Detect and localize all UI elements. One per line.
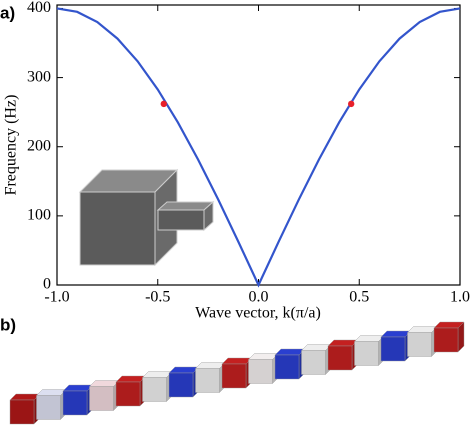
cube-front bbox=[195, 368, 220, 393]
cube-front bbox=[248, 359, 273, 384]
cube-front bbox=[36, 395, 61, 420]
cube-front bbox=[301, 350, 326, 375]
cube-front bbox=[115, 381, 141, 407]
cube-front bbox=[380, 336, 406, 362]
x-tick-label: 0.5 bbox=[349, 289, 369, 306]
x-tick-label: 0.0 bbox=[249, 289, 269, 306]
x-axis-label: Wave vector, k(π/a) bbox=[195, 305, 321, 322]
y-tick-label: 200 bbox=[27, 137, 51, 154]
y-tick-label: 400 bbox=[27, 0, 51, 16]
cube-front bbox=[274, 354, 300, 380]
cube-front bbox=[433, 327, 459, 353]
cube-front bbox=[89, 386, 114, 411]
cube-front bbox=[221, 363, 247, 389]
unit-cell-inset bbox=[78, 168, 215, 267]
cube-front bbox=[354, 341, 379, 366]
phononic-chain bbox=[9, 321, 465, 425]
x-tick-label: -0.5 bbox=[145, 289, 170, 306]
dispersion-curve bbox=[56, 7, 461, 288]
panel-label: a) bbox=[0, 3, 15, 22]
y-tick-label: 300 bbox=[27, 68, 51, 85]
cube-front bbox=[168, 372, 194, 398]
x-tick-label: -1.0 bbox=[44, 289, 69, 306]
data-point bbox=[160, 100, 167, 108]
data-point bbox=[347, 100, 355, 108]
x-tick-label: 1.0 bbox=[450, 289, 470, 306]
cube-front bbox=[9, 399, 35, 425]
cube-front bbox=[62, 390, 88, 416]
y-axis-label: Frequency (Hz) bbox=[3, 95, 20, 196]
y-tick-label: 100 bbox=[27, 207, 51, 224]
panel-label: b) bbox=[0, 315, 16, 334]
cube-front bbox=[142, 377, 167, 402]
y-tick-label: 0 bbox=[43, 276, 51, 293]
cube-front bbox=[407, 332, 432, 357]
cube-front bbox=[327, 345, 353, 371]
